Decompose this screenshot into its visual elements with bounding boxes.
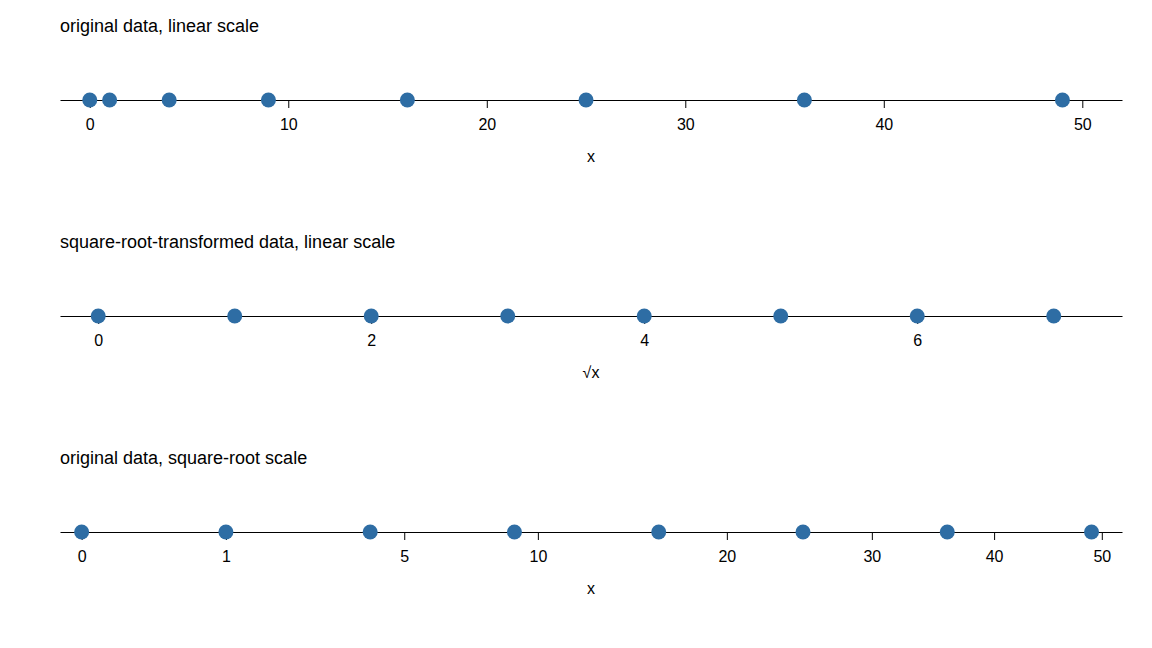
dot (74, 525, 89, 540)
dot (1055, 93, 1070, 108)
dot (227, 309, 242, 324)
dot (940, 525, 955, 540)
tick-label: 4 (640, 332, 649, 349)
tick: 50 (1074, 100, 1092, 133)
tick: 20 (478, 100, 496, 133)
tick-label: 1 (222, 548, 231, 565)
title: square-root-transformed data, linear sca… (60, 232, 395, 252)
tick: 20 (718, 532, 736, 565)
dot (579, 93, 594, 108)
chart: original data, linear scale01020304050xs… (0, 0, 1152, 648)
tick-label: 50 (1093, 548, 1111, 565)
dot (797, 93, 812, 108)
tick: 5 (400, 532, 409, 565)
dot (773, 309, 788, 324)
dot (651, 525, 666, 540)
tick: 40 (986, 532, 1004, 565)
dot (82, 93, 97, 108)
tick-label: 30 (863, 548, 881, 565)
x-axis: 0 1 5 10 20 30 40 50 (61, 532, 1123, 565)
x-label: x (587, 148, 595, 165)
tick-mark (727, 532, 728, 540)
dot (500, 309, 515, 324)
tick: 10 (280, 100, 298, 133)
tick-mark (288, 100, 289, 108)
tick-mark (487, 100, 488, 108)
dot (507, 525, 522, 540)
tick-mark (685, 100, 686, 108)
x-axis: 0 2 4 6 (61, 316, 1123, 349)
tick-label: 10 (280, 116, 298, 133)
tick-mark (538, 532, 539, 540)
tick-label: 30 (677, 116, 695, 133)
dot (102, 93, 117, 108)
dot (261, 93, 276, 108)
dot (363, 525, 378, 540)
panel: original data, linear scale 0 10 20 30 40 50 x (60, 16, 1123, 165)
x-label: x (587, 580, 595, 597)
tick: 10 (529, 532, 547, 565)
tick: 30 (677, 100, 695, 133)
tick-label: 0 (94, 332, 103, 349)
tick-label: 2 (367, 332, 376, 349)
tick: 40 (875, 100, 893, 133)
tick-label: 40 (875, 116, 893, 133)
dot (218, 525, 233, 540)
tick-mark (884, 100, 885, 108)
dot (796, 525, 811, 540)
panel: square-root-transformed data, linear sca… (60, 232, 1123, 381)
tick-label: 0 (78, 548, 87, 565)
x-label: √x (583, 364, 600, 381)
tick-mark (1102, 532, 1103, 540)
tick-label: 20 (478, 116, 496, 133)
dot (637, 309, 652, 324)
title: original data, linear scale (60, 16, 259, 36)
tick-mark (1082, 100, 1083, 108)
tick-label: 5 (400, 548, 409, 565)
tick-label: 0 (86, 116, 95, 133)
tick-label: 40 (986, 548, 1004, 565)
tick-mark (872, 532, 873, 540)
dot (91, 309, 106, 324)
dot (1046, 309, 1061, 324)
panel: original data, square-root scale 0 1 5 10 20 3… (60, 448, 1123, 597)
tick-label: 6 (913, 332, 922, 349)
dots (91, 309, 1062, 324)
dot (910, 309, 925, 324)
dot (1084, 525, 1099, 540)
title: original data, square-root scale (60, 448, 307, 468)
dot (400, 93, 415, 108)
dots (74, 525, 1099, 540)
tick-mark (404, 532, 405, 540)
dots (82, 93, 1070, 108)
tick: 30 (863, 532, 881, 565)
tick-mark (994, 532, 995, 540)
tick-label: 50 (1074, 116, 1092, 133)
tick-label: 10 (529, 548, 547, 565)
tick-label: 20 (718, 548, 736, 565)
dot (162, 93, 177, 108)
dot (364, 309, 379, 324)
axis-line (61, 316, 1123, 317)
